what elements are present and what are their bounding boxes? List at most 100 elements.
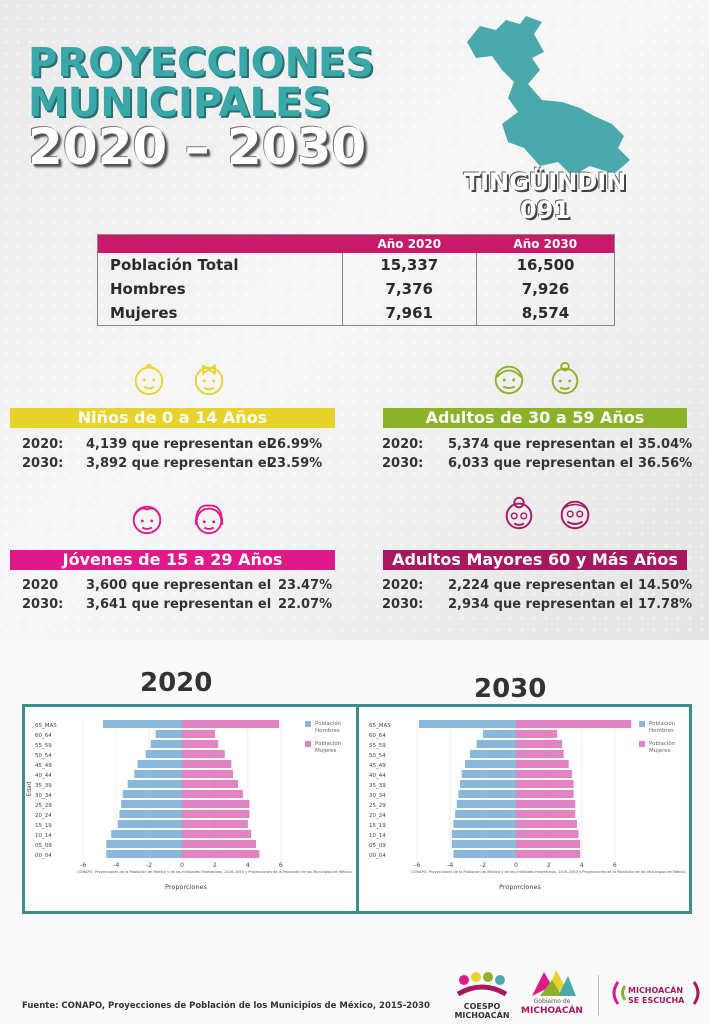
x-tick-label: 6 [613,862,617,869]
pyramid-bar [516,800,576,808]
pyramid-bar [516,790,574,798]
municipality-name: TINGÜINDIN [463,168,627,196]
pyramid-bar [451,830,516,838]
x-axis-label: Proporciones [165,883,207,891]
stat-percent: 23.59% [268,456,323,471]
row-value-2030: 16,500 [516,256,575,274]
pyramid-bar [182,740,219,748]
y-tick-label: 20_24 [369,813,386,819]
x-tick-label: 6 [279,862,283,869]
y-tick-label: 15_19 [369,823,386,829]
stat-count: 3,892 que representan el [86,456,272,471]
table-header-2020: Año 2020 [342,234,477,253]
pyramid-title-2020: 2020 [140,668,213,698]
pyramid-bar [516,810,576,818]
stat-count: 6,033 que representan el [448,456,634,471]
adult-man-icon [494,365,524,395]
x-tick-label: 4 [580,862,584,869]
stat-percent: 17.78% [638,597,693,612]
pyramid-bar [516,750,564,758]
y-tick-label: 15_19 [35,823,52,829]
table-row: Población Total 15,337 16,500 [97,253,615,277]
y-tick-label: 40_44 [369,773,386,779]
pyramid-bar [516,770,572,778]
pyramid-bar [455,810,516,818]
pyramid-bar [453,820,516,828]
source-note: Fuente: CONAPO, Proyecciones de Població… [22,1001,430,1011]
stat-percent: 35.04% [638,437,693,452]
pyramid-bar [456,800,516,808]
gobierno-logo-top: Gobierno de [533,998,571,1005]
pyramid-bar [145,750,182,758]
pyramid-bar [122,790,182,798]
logo-divider [598,975,599,1015]
row-value-2030: 8,574 [521,304,570,322]
pyramid-bar [137,760,182,768]
stat-count: 3,600 que representan el [86,578,272,593]
y-tick-label: 50_54 [369,753,386,759]
population-table: Año 2020 Año 2030 Población Total 15,337… [97,234,615,326]
table-header-2030: Año 2030 [476,234,615,253]
pyramid-chart-2030: -6 -4 -2 0 2 4 6 00_04 05_09 10_14 15_19 20_24 25_29… [369,719,687,891]
pyramid-bar [464,760,516,768]
pyramid-bar [182,780,238,788]
legend-label: Hombres [649,728,674,734]
pyramid-bar [461,770,516,778]
legend-label: Mujeres [315,748,337,754]
pyramid-bar [182,770,234,778]
coespo-logo [456,972,508,997]
y-tick-label: 00_04 [369,853,386,859]
pyramid-bar [516,760,569,768]
pyramid-bar [155,730,182,738]
pyramid-bar [134,770,182,778]
x-tick-label: 0 [180,862,184,869]
x-tick-label: -6 [414,862,420,869]
pyramid-chart-2020: -6 -4 -2 0 2 4 6 00_04 05_09 10_14 15_19 20_24 25_29… [26,719,353,891]
stat-percent: 23.47% [278,578,333,593]
title-years: 2020 – 2030 [28,118,367,176]
legend-swatch [305,741,311,747]
x-tick-label: -4 [113,862,119,869]
x-tick-label: -6 [80,862,86,869]
y-tick-label: 30_34 [369,793,386,799]
pyramid-bar [516,730,558,738]
municipality-code: 091 [519,196,571,224]
pyramid-bar [516,830,579,838]
stat-year: 2030: [382,597,424,612]
chart-divider [356,707,359,911]
gobierno-logo-bottom: MICHOACÁN [521,1006,583,1016]
stat-year: 2030: [22,456,64,471]
pyramid-charts-frame: -6 -4 -2 0 2 4 6 00_04 05_09 10_14 15_19 20_24 25_29… [22,704,692,914]
group-band-youth: Jóvenes de 15 a 29 Años [10,550,335,570]
stat-year: 2020: [22,437,64,452]
x-tick-label: 4 [246,862,250,869]
legend-label: Población [315,740,342,747]
y-tick-label: 20_24 [35,813,52,819]
row-value-2020: 15,337 [342,253,478,277]
pyramid-bar [150,740,182,748]
stat-year: 2020: [382,437,424,452]
michoacan-se-escucha-top: MICHOACÁN [628,986,684,995]
y-axis-label: Edad [26,781,33,796]
y-tick-label: 65_MAS [369,723,391,729]
group-band-children: Niños de 0 a 14 Años [10,408,335,428]
stat-percent: 26.99% [268,437,323,452]
pyramid-bar [469,750,516,758]
y-tick-label: 00_04 [35,853,52,859]
baby-girl-icon [194,363,224,396]
row-value-2020: 7,376 [342,277,478,301]
y-tick-label: 60_64 [369,733,386,739]
pyramid-bar [111,830,182,838]
group-band-elderly: Adultos Mayores 60 y Más Años [383,550,687,570]
y-tick-label: 55_59 [369,743,386,749]
y-tick-label: 25_29 [369,803,386,809]
pyramid-bar [483,730,516,738]
pyramid-bar [451,840,516,848]
pyramid-bar [182,760,232,768]
adult-woman-icon [551,361,579,395]
michoacan-se-escucha-bottom: SE ESCUCHA [628,996,685,1005]
pyramid-bar [127,780,182,788]
stat-count: 4,139 que representan el [86,437,272,452]
stat-count: 5,374 que representan el [448,437,634,452]
x-axis-label: Proporciones [499,883,541,891]
